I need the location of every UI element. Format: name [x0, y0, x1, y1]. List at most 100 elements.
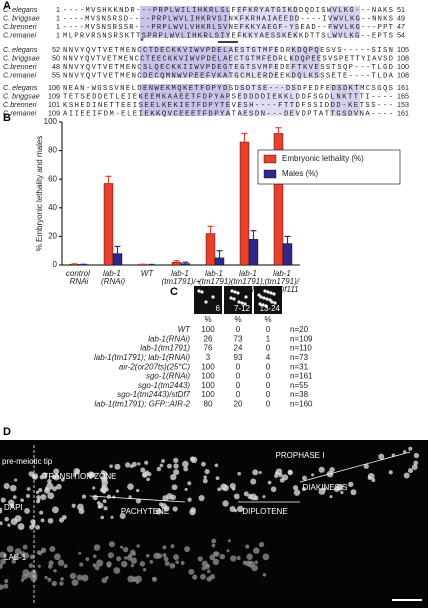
nucleus [47, 479, 52, 484]
nucleus [145, 553, 150, 558]
nucleus [214, 463, 219, 468]
nucleus [363, 463, 369, 469]
nucleus [63, 564, 68, 569]
nucleus [60, 577, 64, 581]
nucleus [128, 495, 132, 499]
nucleus [144, 470, 150, 475]
nucleus [204, 468, 210, 475]
error-bar [241, 132, 248, 143]
percent-cell: 100 [201, 381, 215, 390]
nucleus [230, 555, 237, 562]
nucleus [229, 506, 236, 512]
nucleus [192, 574, 198, 580]
chromosome [244, 295, 248, 299]
nucleus [136, 488, 140, 493]
nucleus [122, 546, 129, 553]
n-count: n=31 [290, 362, 309, 371]
percent-cell: 100 [201, 372, 215, 381]
nucleus [4, 578, 9, 584]
nucleus [281, 474, 289, 481]
conservation-shade [140, 46, 230, 78]
nucleus [77, 503, 84, 511]
nucleus [92, 494, 98, 501]
residue-start: 55 [52, 70, 60, 79]
nucleus [103, 506, 108, 511]
percent-cell: 26 [204, 334, 213, 343]
bar [282, 243, 293, 266]
chromosome [265, 297, 269, 301]
genotype: lab-1(RNAi) [148, 334, 190, 343]
image-label: 7-12 [234, 304, 251, 313]
nucleus [22, 552, 30, 559]
nucleus [0, 563, 3, 569]
nucleus [162, 545, 167, 550]
nucleus [10, 518, 18, 526]
nucleus [92, 563, 97, 568]
nucleus [0, 584, 4, 590]
n-count: n=161 [290, 372, 313, 381]
nucleus [93, 554, 97, 558]
y-tick-label: 80 [48, 146, 57, 155]
nucleus [24, 507, 30, 514]
nucleus [202, 478, 208, 484]
conservation-shade [238, 84, 298, 116]
nucleus [20, 498, 24, 503]
nucleus [237, 471, 242, 476]
residue-end: 100 [397, 62, 409, 71]
nucleus [115, 489, 120, 493]
nucleus [127, 483, 134, 491]
nucleus [71, 579, 79, 587]
error-bar [216, 250, 223, 258]
nucleus [127, 575, 135, 583]
nucleus [367, 475, 372, 480]
nucleus [26, 487, 31, 491]
nucleus [187, 481, 192, 486]
conserved-marker: * [140, 37, 144, 48]
nucleus [49, 545, 56, 553]
percent-cell: 0 [266, 390, 271, 399]
nucleus [52, 486, 58, 492]
residue-start: 52 [52, 45, 60, 54]
nucleus [102, 499, 107, 504]
y-tick-label: 40 [48, 203, 57, 212]
n-count: n=160 [290, 400, 313, 409]
nucleus [258, 541, 265, 548]
nucleus [350, 489, 357, 496]
nucleus [8, 499, 15, 506]
percent-cell: 20 [234, 400, 243, 409]
nucleus [52, 474, 57, 479]
bar [112, 253, 123, 266]
nucleus [149, 560, 154, 564]
x-tick-label: control RNAi [66, 269, 92, 286]
nucleus [124, 462, 131, 468]
nucleus [7, 523, 11, 527]
sequence: AIIEEIFDM-ELEIEKKQVCEEETFDPYATAESDN---DE… [63, 110, 393, 118]
bar [103, 183, 114, 266]
sequence: NNVYQVTVETMENCCTDECKKVIWVPDELAESTGTMFEDR… [63, 47, 393, 55]
nucleus [247, 493, 253, 500]
nucleus [407, 468, 414, 474]
panel-label: D [3, 426, 11, 438]
species-name: C.brenneri [3, 62, 37, 71]
nucleus [56, 483, 62, 490]
nucleus [40, 494, 47, 501]
percent-cell: 0 [266, 381, 271, 390]
n-count: n=38 [290, 390, 309, 399]
n-count: n=20 [290, 325, 309, 334]
nucleus [0, 521, 3, 526]
nucleus [0, 558, 7, 565]
nucleus [336, 483, 344, 491]
nucleus [153, 552, 160, 560]
sequence: NNVYQVTVETMENCSLQECKKIIWVPDEGTEGTSVMFEDE… [63, 64, 393, 72]
nucleus [215, 476, 220, 481]
panel-label: A [3, 0, 11, 12]
legend-swatch [263, 169, 277, 179]
nucleus [226, 549, 230, 553]
nucleus [207, 569, 211, 574]
nucleus [59, 581, 64, 586]
nucleus [229, 482, 236, 490]
x-tick-label: lab-1 (RNAi) [101, 269, 125, 286]
error-bar [173, 260, 180, 263]
legend-label: Males (%) [282, 169, 318, 178]
stage-bracket [299, 451, 411, 483]
